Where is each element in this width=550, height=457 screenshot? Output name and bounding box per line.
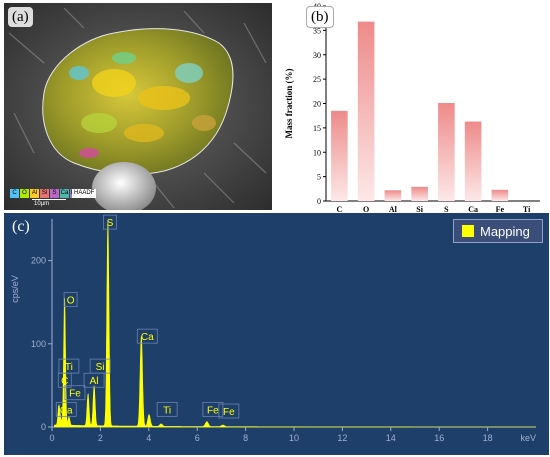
- legend-element-al: Al: [30, 189, 39, 198]
- x-tick-label-ca: Ca: [468, 205, 478, 213]
- peak-label-ti: Ti: [65, 362, 73, 373]
- y-tick-label: 0: [317, 197, 321, 206]
- x-tick-label: 6: [195, 433, 200, 443]
- x-tick-label: 12: [337, 433, 347, 443]
- spectrum-y-label: cps/eV: [10, 275, 20, 303]
- peak-label-fe: Fe: [207, 405, 219, 416]
- peak-label-box: [64, 385, 86, 401]
- peak-label-al: Al: [90, 376, 99, 387]
- spectrum-legend: Mapping: [453, 219, 543, 243]
- x-tick-label-fe: Fe: [496, 205, 505, 213]
- y-tick-label: 0: [41, 422, 46, 432]
- legend-element-s: S: [50, 189, 59, 198]
- legend-element-o: O: [20, 189, 29, 198]
- x-tick-label: 10: [289, 433, 299, 443]
- y-tick-label: 200: [31, 256, 46, 266]
- bar-o: [357, 21, 375, 201]
- peak-label-box: [103, 214, 117, 230]
- peak-label-box: [202, 401, 224, 417]
- peak-label-o: O: [67, 296, 75, 307]
- peak-label-fe: Fe: [223, 407, 235, 418]
- peak-label-box: [136, 328, 158, 344]
- y-tick-label: 35: [313, 26, 321, 35]
- spectrum-x-label: keV: [520, 433, 536, 443]
- bar-fe: [491, 189, 509, 201]
- x-tick-label-c: C: [336, 205, 342, 213]
- panel-c-tag: (c): [12, 218, 30, 235]
- spectrum-peak-labels: S O Ca Ti Si C Al Fe Ca Ti Fe Fe: [55, 214, 240, 419]
- peak-label-box: [63, 292, 78, 307]
- bar-chart-y-label: Mass fraction (%): [284, 69, 294, 139]
- legend-label: Mapping: [480, 223, 530, 239]
- x-tick-label: 2: [98, 433, 103, 443]
- bar-chart-x-ticks: C O Al Si S Ca Fe Ti: [336, 205, 531, 214]
- bar-ca: [464, 121, 482, 201]
- peak-label-ti: Ti: [163, 405, 171, 416]
- spectrum-y-ticks: 0 100 200: [31, 256, 52, 432]
- x-tick-label: 14: [386, 433, 396, 443]
- y-tick-label: 20: [313, 100, 321, 109]
- y-tick-label: 25: [313, 75, 321, 84]
- bar-chart-y-ticks: 0510152025303540: [313, 2, 326, 206]
- legend-swatch: [462, 225, 474, 237]
- bar-c: [331, 110, 348, 201]
- bar-si: [411, 186, 428, 201]
- peak-label-ca: Ca: [141, 332, 154, 343]
- peak-label-ca: Ca: [60, 405, 73, 416]
- x-tick-label: 16: [434, 433, 444, 443]
- x-tick-label-o: O: [363, 205, 369, 213]
- y-tick-label: 5: [317, 173, 321, 182]
- y-tick-label: 100: [31, 339, 46, 349]
- peak-label-box: [55, 401, 77, 417]
- panel-a-tag: (a): [8, 7, 33, 27]
- x-tick-label-al: Al: [389, 205, 398, 213]
- sem-map-image: [4, 3, 272, 210]
- x-tick-label: 0: [49, 433, 54, 443]
- x-tick-label-ti: Ti: [523, 205, 531, 213]
- peak-label-box: [218, 403, 240, 419]
- eds-spectrum-chart: S O Ca Ti Si C Al Fe Ca Ti Fe Fe 0 2 4 6 8 10 12 14 16 18 0 1…: [4, 213, 549, 455]
- scale-bar: [32, 199, 66, 200]
- peak-label-box: [156, 401, 178, 417]
- y-tick-label: 15: [313, 124, 321, 133]
- peak-label-fe: Fe: [69, 389, 81, 400]
- x-tick-label-si: Si: [416, 205, 423, 213]
- peak-label-box: [83, 372, 105, 388]
- y-tick-label: 10: [313, 148, 321, 157]
- eds-spectrum-panel: S O Ca Ti Si C Al Fe Ca Ti Fe Fe 0 2 4 6 8 10 12 14 16 18 0 1…: [4, 213, 549, 455]
- legend-element-si: Si: [40, 189, 49, 198]
- x-tick-label: 8: [243, 433, 248, 443]
- peak-label-s: S: [107, 218, 114, 229]
- haadf-label: HAADF: [72, 189, 97, 198]
- peak-label-c: C: [61, 376, 68, 387]
- panel-b-tag: (b): [306, 6, 334, 28]
- peak-label-si: Si: [96, 362, 105, 373]
- legend-element-c: C: [10, 189, 19, 198]
- x-tick-label: 4: [146, 433, 151, 443]
- scale-label: 10µm: [34, 201, 50, 207]
- spectrum-x-ticks: 0 2 4 6 8 10 12 14 16 18: [49, 427, 493, 443]
- y-tick-label: 30: [313, 51, 321, 60]
- bar-al: [384, 190, 402, 201]
- bar-s: [438, 103, 455, 201]
- legend-element-ca: Ca: [60, 189, 69, 198]
- bar-chart-bars: [331, 21, 509, 201]
- x-tick-label-s: S: [444, 205, 449, 213]
- x-tick-label: 18: [483, 433, 493, 443]
- spectrum-series-mapping: [54, 221, 536, 428]
